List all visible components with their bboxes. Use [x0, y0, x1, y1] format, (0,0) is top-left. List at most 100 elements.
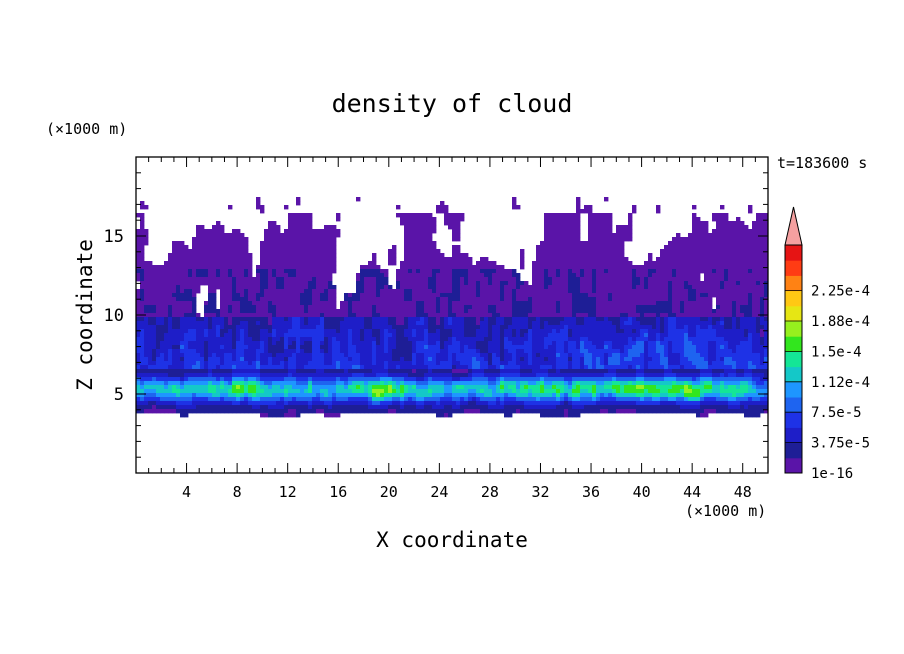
density-cell — [224, 357, 229, 362]
density-cell — [180, 325, 185, 330]
density-cell — [340, 349, 345, 354]
density-cell — [720, 337, 725, 342]
density-cell — [632, 361, 637, 366]
density-cell — [764, 221, 768, 226]
density-cell — [544, 253, 549, 258]
density-cell — [560, 233, 565, 238]
density-cell — [404, 305, 409, 310]
density-cell — [756, 257, 761, 262]
density-cell — [388, 253, 393, 258]
density-cell — [172, 257, 177, 262]
density-cell — [164, 277, 169, 282]
density-cell — [548, 273, 553, 278]
density-cell — [688, 293, 693, 298]
density-cell — [336, 325, 341, 330]
density-cell — [676, 261, 681, 266]
density-cell — [600, 301, 605, 306]
density-cell — [368, 341, 373, 346]
density-cell — [692, 249, 697, 254]
density-cell — [600, 297, 605, 302]
density-cell — [656, 325, 661, 330]
density-cell — [212, 357, 217, 362]
density-cell — [352, 321, 357, 326]
density-cell — [480, 329, 485, 334]
density-cell — [352, 337, 357, 342]
density-cell — [416, 325, 421, 330]
density-cell — [240, 305, 245, 310]
density-cell — [764, 305, 768, 310]
density-cell — [628, 285, 633, 290]
density-cell — [564, 313, 569, 318]
density-cell — [236, 277, 241, 282]
density-cell — [196, 237, 201, 242]
density-cell — [704, 329, 709, 334]
density-cell — [312, 325, 317, 330]
density-cell — [296, 301, 301, 306]
density-cell — [144, 281, 149, 286]
density-cell — [460, 317, 465, 322]
density-cell — [564, 241, 569, 246]
density-cell — [348, 353, 353, 358]
density-cell — [472, 353, 477, 358]
density-cell — [264, 277, 269, 282]
density-cell — [472, 361, 477, 366]
density-cell — [456, 361, 461, 366]
density-cell — [700, 261, 705, 266]
density-cell — [368, 265, 373, 270]
density-cell — [696, 293, 701, 298]
density-cell — [716, 217, 721, 222]
density-cell — [404, 317, 409, 322]
density-cell — [460, 253, 465, 258]
density-cell — [236, 237, 241, 242]
density-cell — [760, 321, 765, 326]
density-cell — [676, 281, 681, 286]
density-cell — [328, 329, 333, 334]
density-cell — [352, 317, 357, 322]
density-cell — [364, 293, 369, 298]
density-cell — [300, 269, 305, 274]
density-cell — [548, 225, 553, 230]
density-cell — [604, 357, 609, 362]
density-cell — [216, 337, 221, 342]
density-cell — [288, 257, 293, 262]
density-cell — [268, 261, 273, 266]
density-cell — [636, 301, 641, 306]
density-cell — [408, 305, 413, 310]
density-cell — [544, 357, 549, 362]
y-unit-label: (×1000 m) — [46, 120, 127, 138]
density-cell — [584, 341, 589, 346]
density-cell — [732, 305, 737, 310]
density-cell — [668, 273, 673, 278]
density-cell — [212, 257, 217, 262]
density-cell — [752, 289, 757, 294]
density-cell — [424, 361, 429, 366]
density-cell — [536, 325, 541, 330]
density-cell — [332, 353, 337, 358]
density-cell — [752, 241, 757, 246]
density-cell — [196, 261, 201, 266]
density-cell — [196, 245, 201, 250]
density-cell — [224, 269, 229, 274]
density-cell — [744, 341, 749, 346]
density-cell — [696, 253, 701, 258]
density-cell — [652, 325, 657, 330]
density-cell — [700, 241, 705, 246]
density-cell — [288, 341, 293, 346]
density-cell — [172, 349, 177, 354]
density-cell — [344, 329, 349, 334]
density-cell — [592, 213, 597, 218]
density-cell — [324, 277, 329, 282]
density-cell — [648, 325, 653, 330]
density-cell — [136, 353, 141, 358]
density-cell — [312, 341, 317, 346]
density-cell — [476, 261, 481, 266]
density-cell — [468, 297, 473, 302]
density-cell — [716, 241, 721, 246]
density-cell — [572, 241, 577, 246]
density-cell — [548, 249, 553, 254]
density-cell — [220, 309, 225, 314]
density-cell — [720, 297, 725, 302]
density-cell — [744, 301, 749, 306]
density-cell — [660, 257, 665, 262]
